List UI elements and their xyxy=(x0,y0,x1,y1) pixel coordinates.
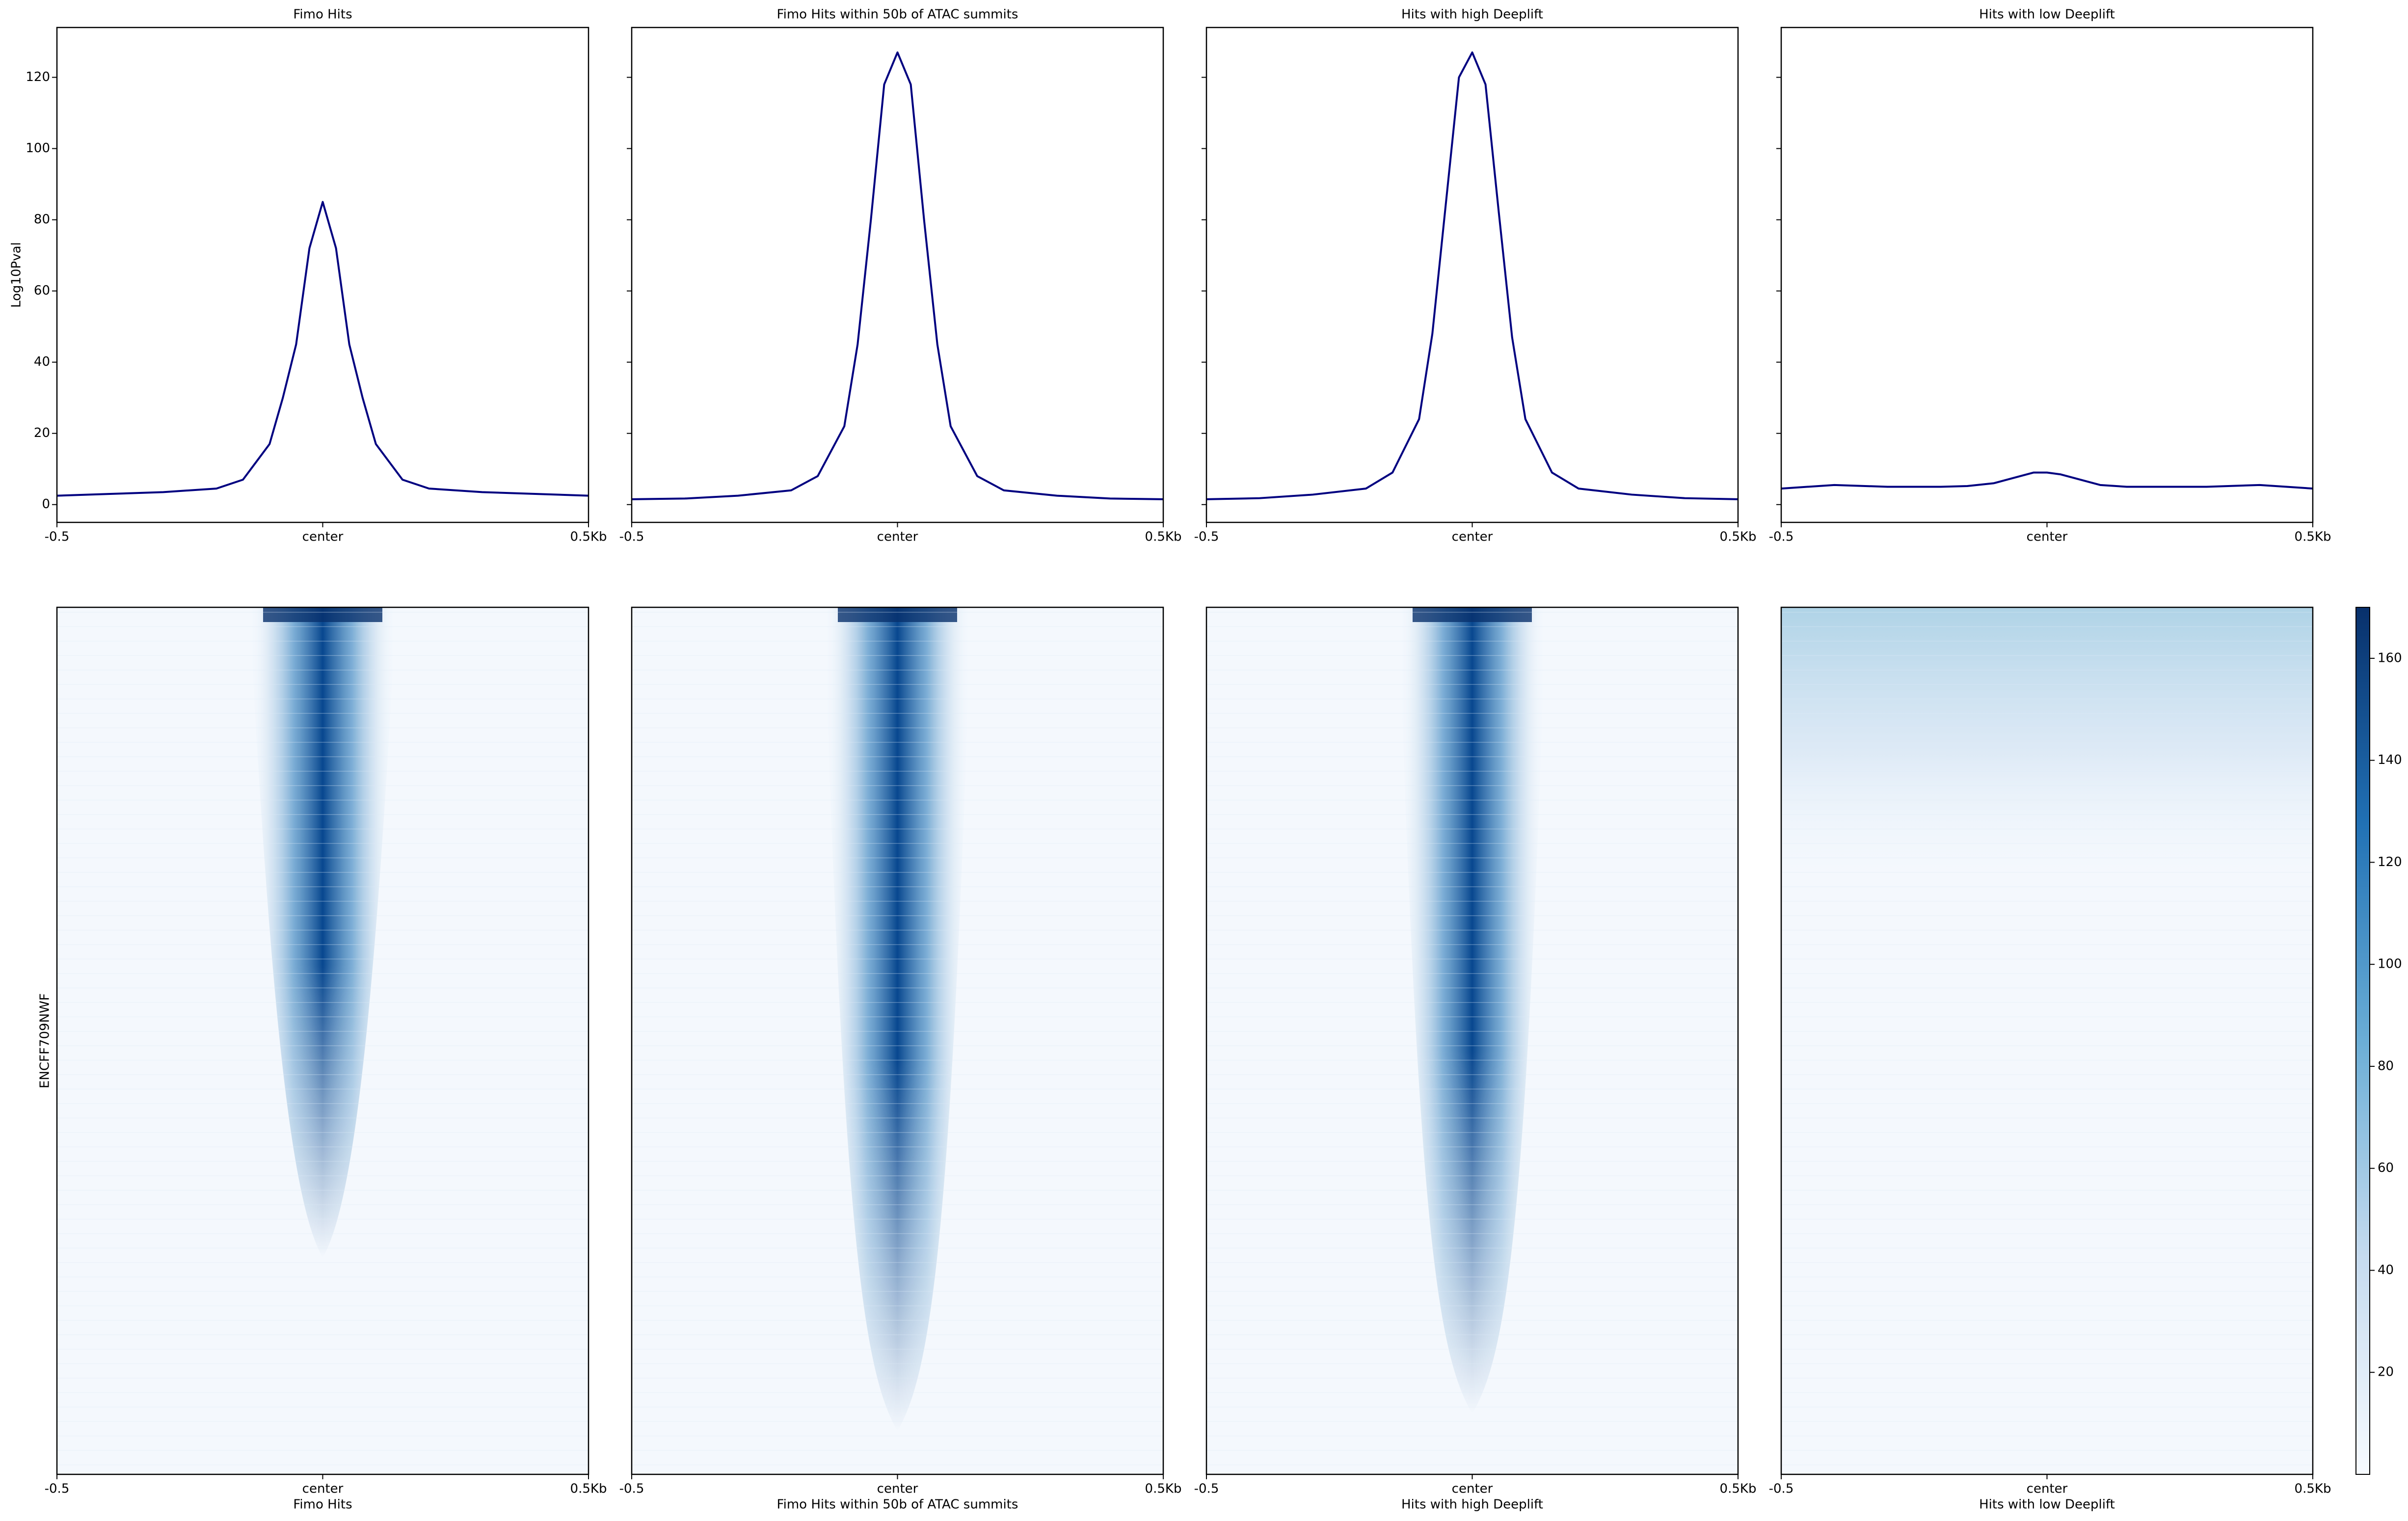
colorbar-tick-label: 160 xyxy=(2378,651,2402,665)
profile-line xyxy=(631,51,1164,500)
axes-frame xyxy=(56,27,589,523)
colorbar-tick-label: 60 xyxy=(2378,1161,2394,1175)
x-tick-label: -0.5 xyxy=(1769,530,1794,544)
y-tick-label: 80 xyxy=(34,212,50,227)
profile-line xyxy=(1781,471,2313,490)
x-axis-label: Fimo Hits within 50b of ATAC summits xyxy=(777,1497,1018,1512)
profile-line xyxy=(1206,51,1739,500)
x-tick-label: -0.5 xyxy=(1194,530,1219,544)
y-tick-label: 0 xyxy=(42,497,50,512)
x-axis-label: Hits with high Deeplift xyxy=(1401,1497,1543,1512)
axes-frame xyxy=(631,27,1164,523)
x-tick-label: center xyxy=(2027,1482,2068,1496)
x-tick-label: 0.5Kb xyxy=(570,530,607,544)
x-tick-label: 0.5Kb xyxy=(2295,530,2331,544)
panel-title: Fimo Hits within 50b of ATAC summits xyxy=(777,7,1018,22)
x-tick-label: center xyxy=(302,1482,344,1496)
profile-line xyxy=(56,201,589,497)
heatmap-signal xyxy=(249,607,397,1258)
panel-title: Fimo Hits xyxy=(293,7,352,22)
y-axis-label: ENCFF709NWF xyxy=(38,993,53,1088)
x-axis-label: Fimo Hits xyxy=(293,1497,352,1512)
x-tick-label: 0.5Kb xyxy=(570,1482,607,1496)
x-tick-label: center xyxy=(877,530,918,544)
y-tick-label: 40 xyxy=(34,354,50,369)
heatmap-top-band xyxy=(838,607,957,622)
x-tick-label: 0.5Kb xyxy=(2295,1482,2331,1496)
heatmap-top-band xyxy=(1413,607,1532,622)
y-tick-label: 120 xyxy=(26,70,50,84)
panel-title: Hits with low Deeplift xyxy=(1979,7,2115,22)
colorbar-tick-label: 40 xyxy=(2378,1263,2394,1277)
x-axis-label: Hits with low Deeplift xyxy=(1979,1497,2115,1512)
x-tick-label: center xyxy=(877,1482,918,1496)
x-tick-label: 0.5Kb xyxy=(1720,530,1757,544)
x-tick-label: -0.5 xyxy=(45,530,70,544)
x-tick-label: 0.5Kb xyxy=(1145,1482,1182,1496)
colorbar-tick-label: 100 xyxy=(2378,957,2402,972)
y-axis-label: Log10Pval xyxy=(9,242,24,308)
colorbar-tick-label: 140 xyxy=(2378,753,2402,767)
x-tick-label: -0.5 xyxy=(1194,1482,1219,1496)
x-tick-label: 0.5Kb xyxy=(1145,530,1182,544)
panel-title: Hits with high Deeplift xyxy=(1401,7,1543,22)
x-tick-label: center xyxy=(1452,1482,1493,1496)
axes-frame xyxy=(1780,27,2314,523)
colorbar-tick-label: 20 xyxy=(2378,1365,2394,1380)
colorbar-tick-label: 120 xyxy=(2378,855,2402,869)
y-tick-label: 20 xyxy=(34,426,50,440)
x-tick-label: -0.5 xyxy=(619,1482,644,1496)
y-tick-label: 100 xyxy=(26,141,50,156)
heatmap-top-band xyxy=(263,607,382,622)
x-tick-label: center xyxy=(2027,530,2068,544)
x-tick-label: center xyxy=(302,530,344,544)
x-tick-label: -0.5 xyxy=(45,1482,70,1496)
colorbar-tick-label: 80 xyxy=(2378,1059,2394,1073)
heatmap-signal xyxy=(1781,607,2313,894)
colorbar xyxy=(2355,607,2370,1475)
x-tick-label: center xyxy=(1452,530,1493,544)
x-tick-label: -0.5 xyxy=(1769,1482,1794,1496)
y-tick-label: 60 xyxy=(34,283,50,298)
heatmap-signal xyxy=(824,607,971,1431)
heatmap-signal xyxy=(1398,607,1546,1414)
x-tick-label: -0.5 xyxy=(619,530,644,544)
axes-frame xyxy=(1205,27,1739,523)
x-tick-label: 0.5Kb xyxy=(1720,1482,1757,1496)
